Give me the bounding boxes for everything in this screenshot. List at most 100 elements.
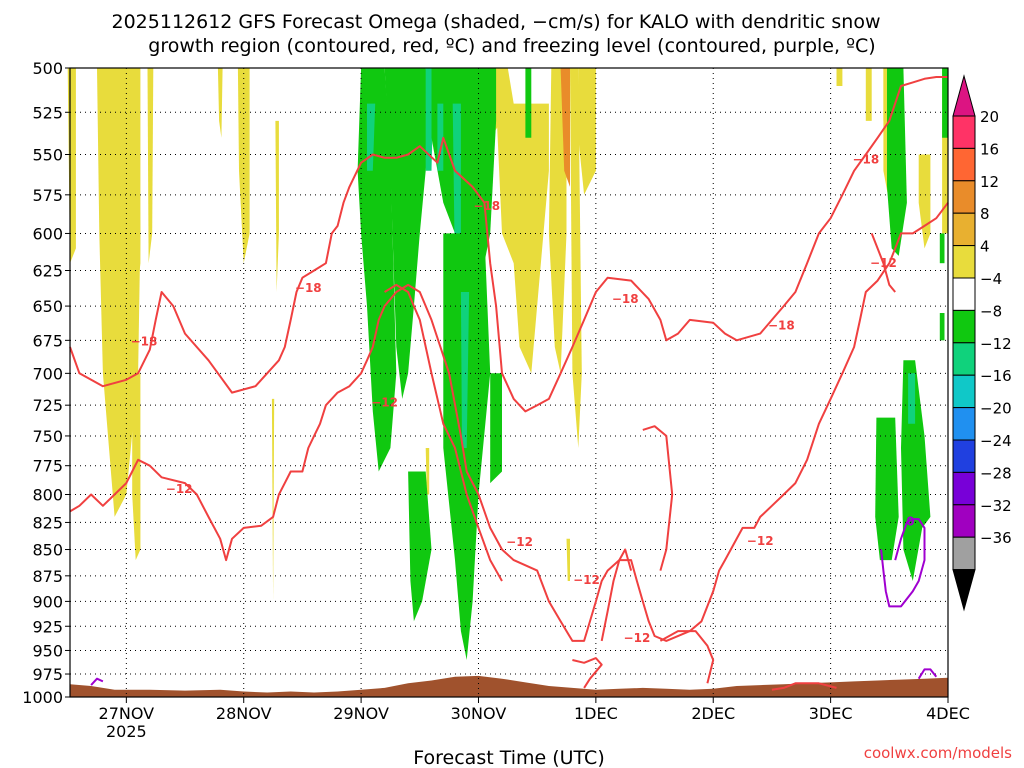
colorbar-bin	[952, 504, 976, 538]
omega-patch	[271, 398, 275, 602]
temperature-contours: −18−18−18−18−18−18−12−12−12−12−12−12−120	[69, 76, 949, 691]
colorbar-label: 8	[980, 205, 990, 223]
dgz-contour	[642, 425, 674, 571]
chart-title-line1: 2025112612 GFS Forecast Omega (shaded, −…	[112, 11, 881, 33]
colorbar-bin	[952, 277, 976, 311]
omega-patch	[217, 68, 223, 138]
omega-patch	[460, 292, 470, 448]
terrain-area	[70, 675, 948, 697]
omega-patch	[131, 68, 141, 307]
omega-patch	[942, 68, 948, 138]
x-tick-label: 4DEC	[926, 704, 970, 723]
dgz-contour	[69, 76, 948, 413]
colorbar-label: 4	[980, 238, 990, 256]
dgz-contour	[659, 630, 715, 684]
omega-patch	[147, 68, 154, 264]
omega-patch	[384, 68, 432, 399]
x-tick-label: 29NOV	[333, 704, 389, 723]
omega-patch	[570, 68, 582, 448]
y-tick-label: 550	[32, 145, 63, 164]
colorbar-bin	[952, 309, 976, 344]
freezing-level-contour	[917, 668, 938, 680]
dgz-contour-label: −18	[612, 292, 639, 306]
y-tick-label: 1000	[22, 688, 63, 707]
omega-patch	[875, 417, 899, 561]
y-tick-label: 650	[32, 297, 63, 316]
colorbar-bin	[952, 180, 976, 214]
colorbar-label: −32	[980, 497, 1012, 515]
omega-patch	[939, 233, 945, 264]
dgz-contour	[384, 283, 503, 582]
dgz-contour	[771, 682, 837, 691]
dgz-contour-label: −12	[573, 573, 600, 587]
omega-patch	[425, 448, 430, 495]
x-tick-label: 30NOV	[451, 704, 507, 723]
colorbar-label: −4	[980, 270, 1002, 288]
colorbar-bin	[952, 407, 976, 441]
y-axis: 500 525 550 575 600 625 650 675 700 725 750 775 800 8…	[22, 59, 70, 707]
colorbar-bin	[952, 536, 976, 571]
colorbar-label: −12	[980, 335, 1012, 353]
colorbar-top-arrow	[952, 74, 976, 117]
omega-patch	[97, 68, 141, 517]
omega-patch	[865, 68, 872, 121]
y-tick-label: 875	[32, 567, 63, 586]
dgz-contour	[870, 233, 896, 293]
y-tick-label: 925	[32, 617, 63, 636]
dgz-contour-label: −18	[131, 335, 158, 349]
x-axis-label: Forecast Time (UTC)	[413, 747, 604, 768]
y-tick-label: 950	[32, 641, 63, 660]
colorbar-bin	[952, 342, 976, 376]
dgz-contour-label: −18	[852, 152, 879, 166]
terrain-fill	[70, 675, 948, 697]
omega-shading	[67, 68, 948, 660]
colorbar-label: −8	[980, 302, 1002, 320]
freezing-level-contour	[90, 677, 104, 686]
omega-patch	[408, 471, 432, 622]
y-tick-label: 525	[32, 103, 63, 122]
omega-patch	[237, 68, 250, 264]
colorbar-label: −20	[980, 400, 1012, 418]
freezing-level-contour	[880, 518, 926, 608]
omega-patch	[548, 68, 567, 374]
colorbar-bin	[952, 471, 976, 506]
freezing-level-contour-label: 0	[906, 514, 914, 528]
chart-title-line2: growth region (contoured, red, ºC) and f…	[148, 35, 875, 57]
omega-patch	[908, 373, 916, 424]
y-tick-label: 800	[32, 486, 63, 505]
dgz-contour-label: −12	[747, 534, 774, 548]
omega-patch	[490, 373, 502, 484]
y-tick-label: 975	[32, 665, 63, 684]
dgz-contour-label: −18	[768, 318, 795, 332]
colorbar-label: −28	[980, 464, 1012, 482]
plot-area: −18−18−18−18−18−18−12−12−12−12−12−12−120	[67, 67, 949, 698]
y-tick-label: 725	[32, 396, 63, 415]
omega-patch	[275, 120, 279, 293]
colorbar-label: 20	[980, 108, 999, 126]
y-tick-label: 575	[32, 186, 63, 205]
colorbar-label: −36	[980, 529, 1012, 547]
y-tick-label: 900	[32, 592, 63, 611]
y-tick-label: 775	[32, 457, 63, 476]
dgz-contour-label: −12	[624, 631, 651, 645]
omega-patch	[560, 68, 570, 187]
dgz-contour	[572, 657, 603, 689]
colorbar: 20 16 12 8 4 −4 −8 −12 −16 −20 −24 −28 −32 −36	[952, 74, 1012, 612]
colorbar-bin	[952, 147, 976, 182]
colorbar-bin	[952, 212, 976, 247]
dgz-contour-label: −12	[506, 535, 533, 549]
colorbar-bin	[952, 245, 976, 279]
y-tick-label: 825	[32, 513, 63, 532]
colorbar-bottom-arrow	[952, 569, 976, 612]
y-tick-label: 675	[32, 331, 63, 350]
dgz-contour-label: −18	[473, 199, 500, 213]
colorbar-label: 12	[980, 173, 999, 191]
dgz-contour	[69, 202, 949, 642]
y-tick-label: 600	[32, 224, 63, 243]
colorbar-bin	[952, 439, 976, 473]
colorbar-label: 16	[980, 140, 999, 158]
x-tick-label: 3DEC	[809, 704, 853, 723]
x-tick-label: 27NOV	[99, 704, 155, 723]
omega-patch	[939, 313, 945, 341]
